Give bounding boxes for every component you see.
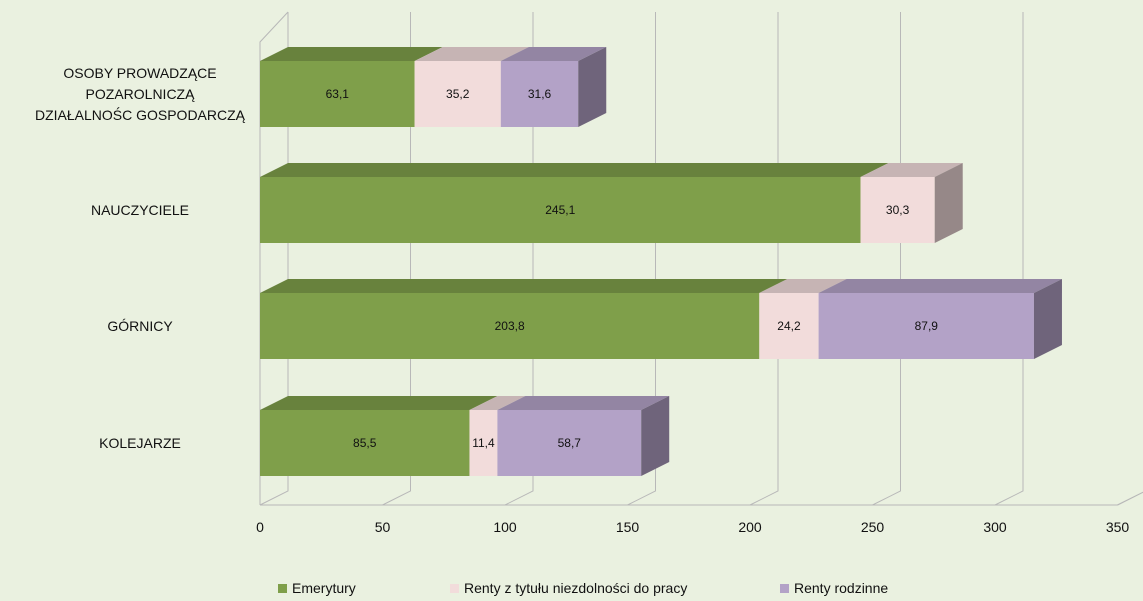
grid-layer <box>259 11 1143 506</box>
bar-segment <box>818 293 1034 359</box>
bar-side-face <box>934 163 963 243</box>
bar-segment <box>469 410 498 476</box>
x-tick-label: 100 <box>493 519 517 535</box>
bar-top-face <box>497 396 670 410</box>
x-tick-label: 250 <box>861 519 885 535</box>
bar-segment <box>260 410 470 476</box>
data-label: 63,1 <box>326 87 350 101</box>
bar-segment <box>497 410 642 476</box>
bar-top-face <box>500 47 607 61</box>
data-label: 87,9 <box>915 319 939 333</box>
gridline <box>749 12 779 506</box>
x-tick-label: 200 <box>738 519 762 535</box>
x-tick-label: 350 <box>1106 519 1130 535</box>
data-label: 30,3 <box>886 203 910 217</box>
bar-top-face <box>260 396 498 410</box>
bar-top-face <box>260 47 443 61</box>
bar-top-face <box>469 396 526 410</box>
data-label: 11,4 <box>472 436 495 450</box>
legend-label: Renty z tytułu niezdolności do pracy <box>464 580 687 596</box>
bar-side-face <box>641 396 670 476</box>
bars-layer <box>260 47 1062 476</box>
x-tick-label: 300 <box>983 519 1007 535</box>
data-label: 24,2 <box>777 319 801 333</box>
bar-side-face <box>578 47 607 127</box>
data-label: 245,1 <box>545 203 575 217</box>
gridline <box>994 12 1024 506</box>
bar-segment <box>759 293 819 359</box>
labels-layer: 0 50 100 150 200 250 300 350 KOLEJARZE GÓRNICY NAU… <box>35 65 1129 535</box>
x-tick-label: 150 <box>616 519 640 535</box>
bar-segment <box>860 177 935 243</box>
category-label: POZAROLNICZĄ <box>86 86 196 102</box>
bar-segment <box>260 293 760 359</box>
bar-top-face <box>260 163 889 177</box>
category-label: GÓRNICY <box>107 318 173 334</box>
gridline <box>872 12 901 506</box>
bar-segment <box>500 61 579 127</box>
bar-segment <box>260 61 415 127</box>
bar-top-face <box>414 47 529 61</box>
data-label: 85,5 <box>353 436 377 450</box>
category-label: DZIAŁALNOŚC GOSPODARCZĄ <box>35 106 246 123</box>
legend: Emerytury Renty z tytułu niezdolności do … <box>278 580 888 596</box>
gridline <box>1117 491 1143 506</box>
legend-swatch <box>278 584 287 593</box>
legend-label: Emerytury <box>292 580 356 596</box>
category-label: KOLEJARZE <box>99 435 181 451</box>
data-label: 35,2 <box>446 87 470 101</box>
data-label: 58,7 <box>558 436 582 450</box>
legend-swatch <box>780 584 789 593</box>
bar-top-face <box>759 279 847 293</box>
bar-top-face <box>860 163 963 177</box>
data-label: 31,6 <box>528 87 552 101</box>
bar-top-face <box>260 279 788 293</box>
category-label: NAUCZYCIELE <box>91 202 189 218</box>
legend-swatch <box>450 584 459 593</box>
bar-segment <box>260 177 861 243</box>
data-label: 203,8 <box>495 319 525 333</box>
x-tick-label: 50 <box>375 519 391 535</box>
bar-segment <box>414 61 501 127</box>
bar-top-face <box>818 279 1062 293</box>
category-label: OSOBY PROWADZĄCE <box>63 65 216 81</box>
bar-side-face <box>1033 279 1062 359</box>
x-tick-label: 0 <box>256 519 264 535</box>
legend-label: Renty rodzinne <box>794 580 888 596</box>
floor-edge <box>1117 491 1143 506</box>
